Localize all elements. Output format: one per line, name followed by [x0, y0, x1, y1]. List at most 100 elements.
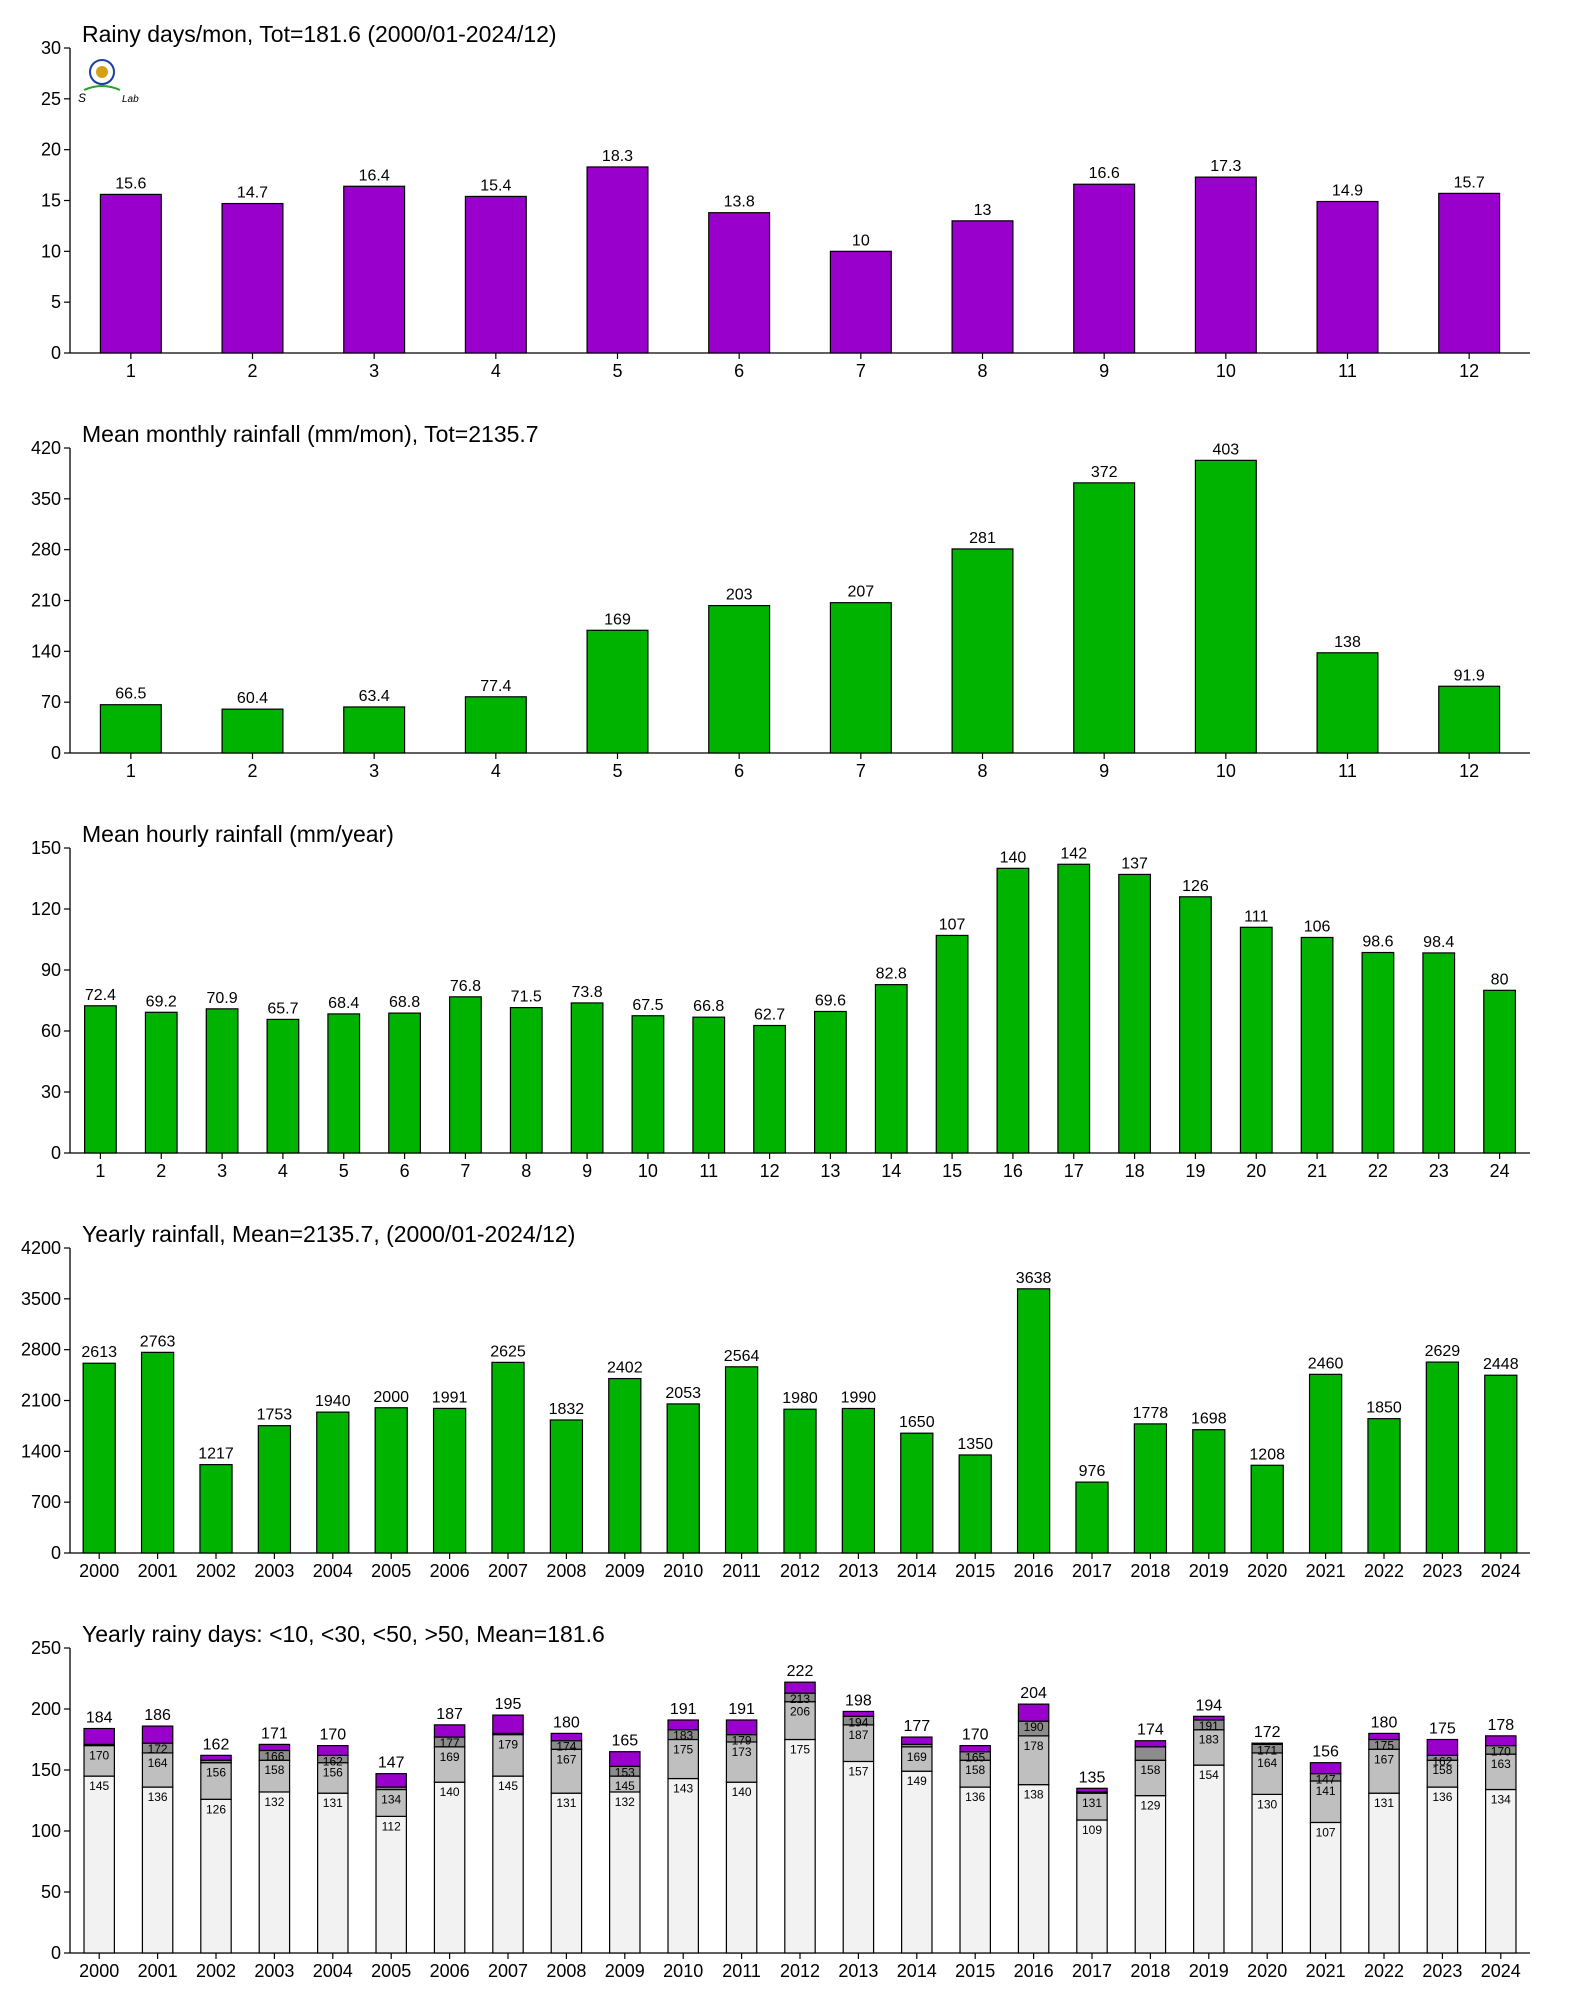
bar-value-label: 1990 — [841, 1389, 877, 1406]
bar-value-label: 2448 — [1483, 1356, 1519, 1373]
x-tick-label: 1 — [126, 761, 136, 781]
x-tick-label: 12 — [1459, 761, 1479, 781]
bar — [205, 1008, 239, 1154]
x-tick-label: 3 — [369, 761, 379, 781]
segment-label-lt50: 147 — [1316, 1773, 1336, 1787]
stack-segment-total — [83, 1727, 115, 1745]
bar-total-label: 170 — [319, 1727, 346, 1744]
x-tick-label: 2020 — [1247, 1961, 1287, 1981]
bar-value-label: 76.8 — [450, 978, 481, 995]
x-tick-label: 22 — [1368, 1161, 1388, 1181]
x-tick-label: 2024 — [1481, 1561, 1521, 1581]
x-tick-label: 2012 — [780, 1961, 820, 1981]
bar — [829, 250, 892, 354]
stack-segment-lt10 — [842, 1760, 875, 1954]
bar — [509, 1007, 543, 1154]
x-tick-label: 14 — [881, 1161, 901, 1181]
bar-value-label: 207 — [847, 584, 874, 601]
segment-label-lt30: 156 — [206, 1766, 226, 1780]
segment-label-lt30: 158 — [264, 1763, 284, 1777]
segment-label-lt10: 145 — [89, 1779, 109, 1793]
y-tick-label: 70 — [41, 692, 61, 712]
stack-segment-lt10 — [725, 1781, 758, 1954]
stack-segment-total — [784, 1681, 816, 1694]
y-tick-label: 0 — [51, 743, 61, 763]
x-tick-label: 2007 — [488, 1561, 528, 1581]
bar-value-label: 126 — [1182, 878, 1209, 895]
x-tick-label: 9 — [582, 1161, 592, 1181]
bar-total-label: 171 — [261, 1725, 288, 1742]
stack-segment-lt30 — [1251, 1752, 1283, 1796]
bar-total-label: 191 — [670, 1701, 697, 1718]
bar-value-label: 13.8 — [724, 194, 755, 211]
bar-total-label: 222 — [787, 1663, 814, 1680]
bar-value-label: 15.7 — [1454, 174, 1485, 191]
segment-label-lt50: 153 — [615, 1765, 635, 1779]
x-tick-label: 2019 — [1189, 1561, 1229, 1581]
y-tick-label: 0 — [51, 1143, 61, 1163]
y-tick-label: 100 — [31, 1821, 61, 1841]
segment-label-lt10: 112 — [382, 1819, 401, 1833]
bar-value-label: 281 — [969, 530, 996, 547]
stack-segment-lt10 — [1076, 1819, 1108, 1954]
y-tick-label: 25 — [41, 89, 61, 109]
bar — [958, 1454, 992, 1554]
bar — [1316, 200, 1379, 354]
x-tick-label: 2007 — [488, 1961, 528, 1981]
y-tick-label: 4200 — [21, 1238, 61, 1258]
bar — [951, 220, 1014, 354]
bar — [1118, 873, 1152, 1154]
stack-segment-lt30 — [842, 1724, 875, 1763]
stack-segment-lt30 — [550, 1748, 583, 1794]
stack-segment-total — [433, 1724, 466, 1738]
x-tick-label: 2006 — [430, 1561, 470, 1581]
stack-segment-lt30 — [1076, 1792, 1108, 1821]
segment-label-lt30: 169 — [907, 1750, 927, 1764]
bar-value-label: 62.7 — [754, 1007, 785, 1024]
x-tick-label: 2022 — [1364, 1961, 1404, 1981]
bar-value-label: 2629 — [1425, 1343, 1461, 1360]
x-tick-label: 12 — [760, 1161, 780, 1181]
x-tick-label: 10 — [1216, 361, 1236, 381]
x-tick-label: 2013 — [838, 1561, 878, 1581]
x-tick-label: 2014 — [897, 1961, 937, 1981]
bar-value-label: 2053 — [665, 1385, 701, 1402]
bar-value-label: 2000 — [373, 1389, 409, 1406]
x-tick-label: 2005 — [371, 1961, 411, 1981]
bar-value-label: 14.9 — [1332, 183, 1363, 200]
stack-segment-lt10 — [141, 1786, 174, 1954]
x-tick-label: 2015 — [955, 1961, 995, 1981]
y-tick-label: 140 — [31, 641, 61, 661]
segment-label-lt50: 166 — [264, 1749, 284, 1763]
bar-value-label: 98.6 — [1362, 934, 1393, 951]
bar-value-label: 63.4 — [359, 688, 390, 705]
segment-label-lt10: 109 — [1082, 1823, 1102, 1837]
x-tick-label: 2014 — [897, 1561, 937, 1581]
bar — [266, 1018, 300, 1154]
bar-total-label: 177 — [903, 1718, 930, 1735]
y-tick-label: 30 — [41, 38, 61, 58]
y-tick-label: 700 — [31, 1492, 61, 1512]
y-tick-label: 1400 — [21, 1441, 61, 1461]
x-tick-label: 2016 — [1014, 1561, 1054, 1581]
bar — [900, 1432, 934, 1554]
segment-label-lt10: 175 — [790, 1743, 810, 1757]
x-tick-label: 5 — [612, 361, 622, 381]
bar — [449, 996, 482, 1154]
stack-segment-lt10 — [258, 1791, 291, 1954]
x-tick-label: 8 — [977, 761, 987, 781]
chart-title: Mean hourly rainfall (mm/year) — [82, 821, 394, 847]
y-tick-label: 350 — [31, 489, 61, 509]
stack-segment-total — [609, 1751, 641, 1767]
y-tick-label: 150 — [31, 1760, 61, 1780]
x-tick-label: 2000 — [79, 1561, 119, 1581]
bar-value-label: 98.4 — [1423, 934, 1454, 951]
x-tick-label: 11 — [1338, 361, 1357, 381]
bar-total-label: 204 — [1020, 1685, 1047, 1702]
segment-label-lt10: 136 — [1432, 1790, 1452, 1804]
y-tick-label: 3500 — [21, 1289, 61, 1309]
segment-label-lt10: 143 — [673, 1782, 693, 1796]
y-tick-label: 120 — [31, 899, 61, 919]
segment-label-lt30: 169 — [440, 1750, 460, 1764]
